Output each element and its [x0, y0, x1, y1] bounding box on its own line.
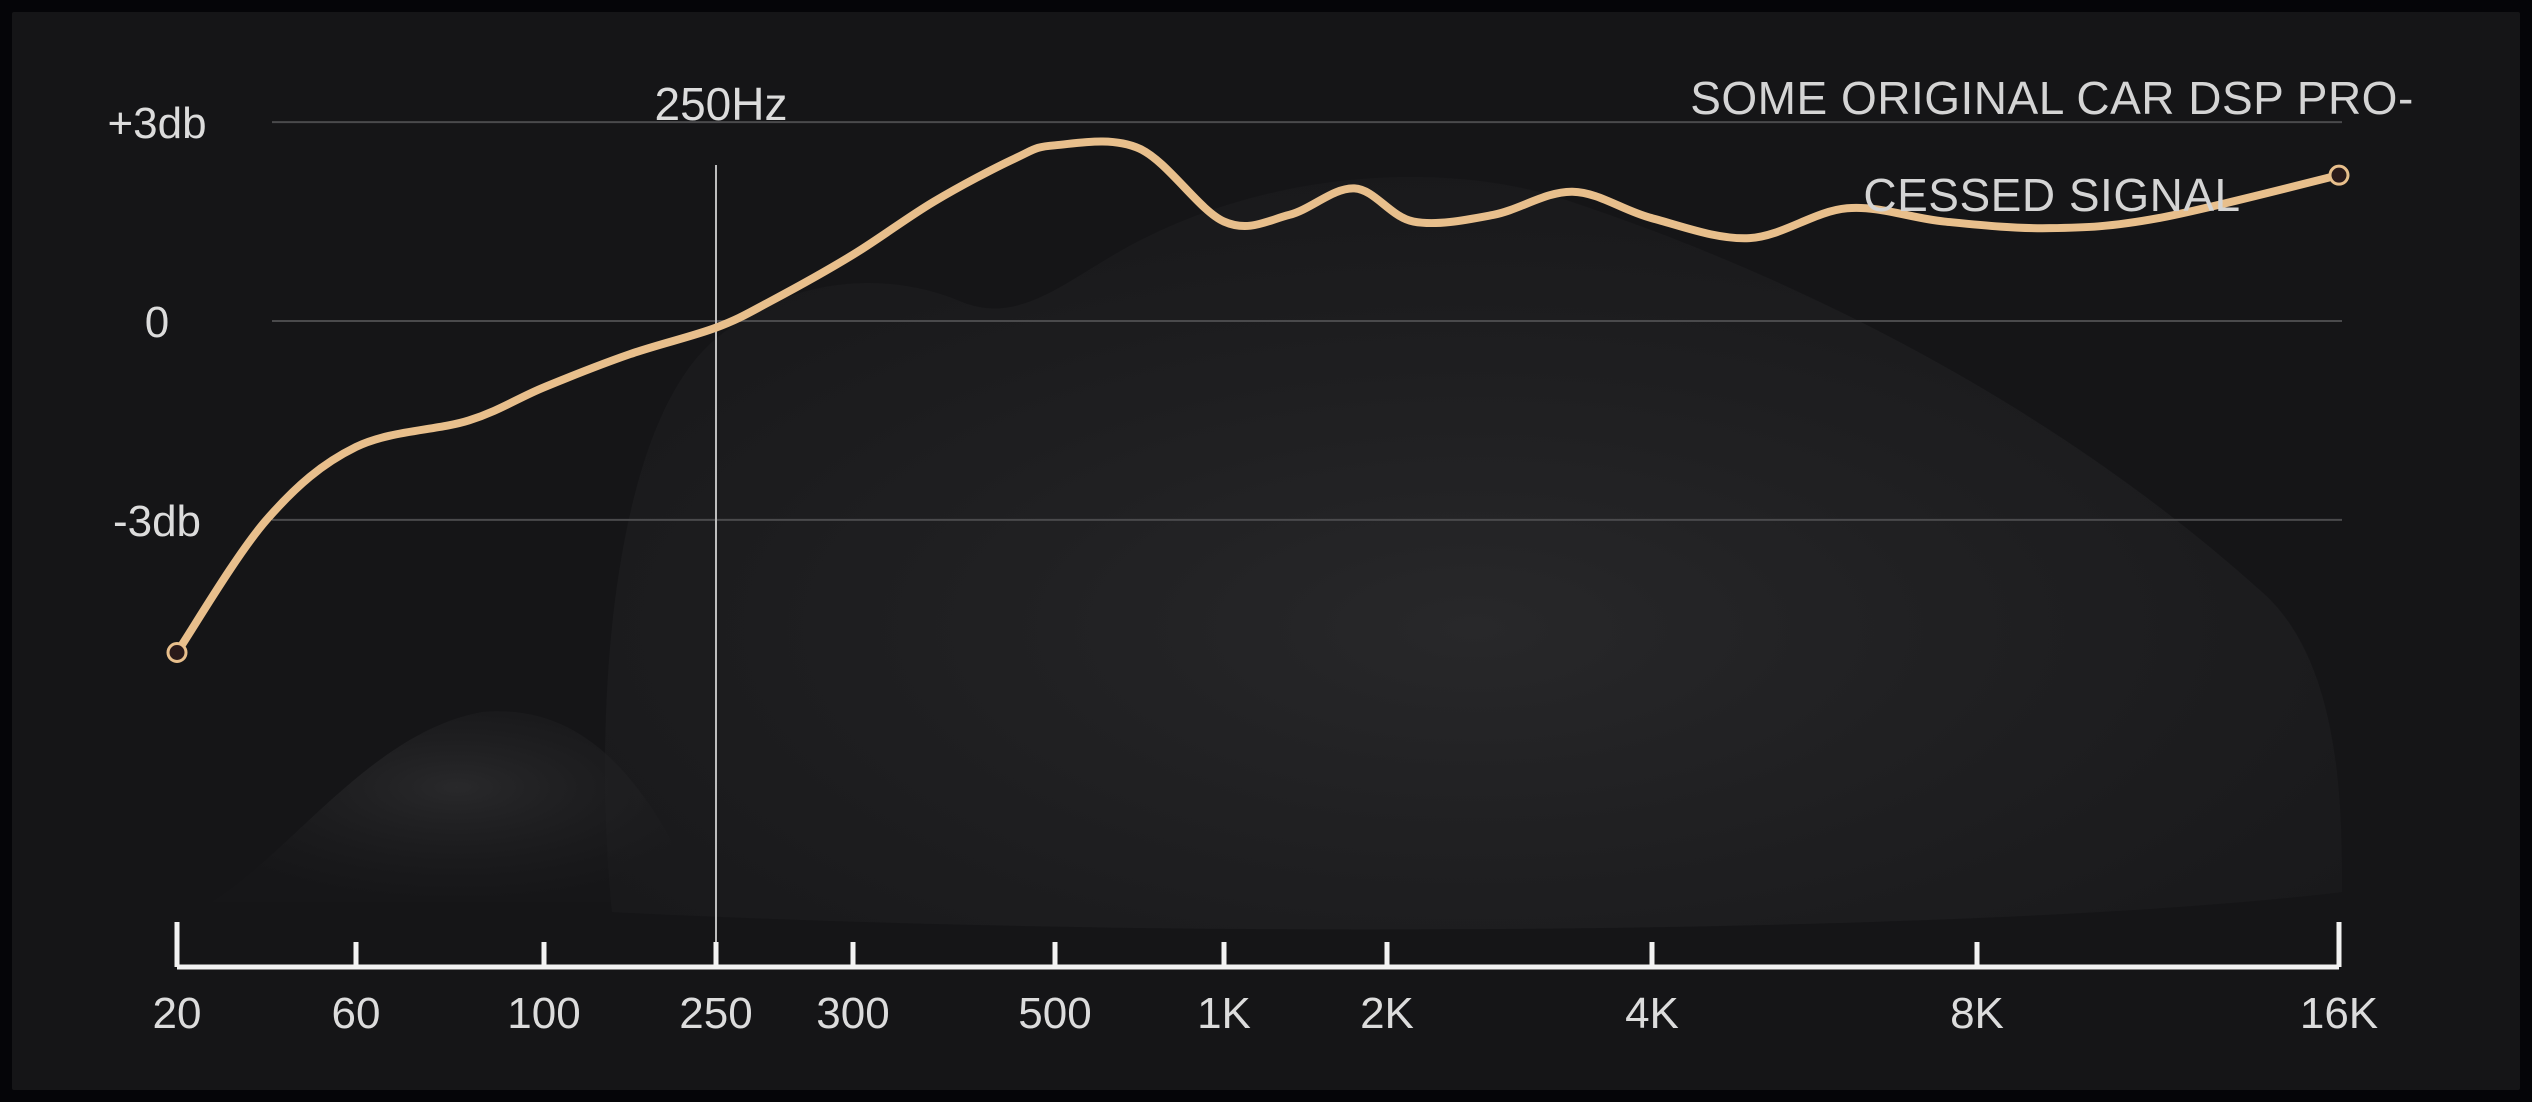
- x-tick-label: 2K: [1360, 989, 1414, 1038]
- chart-panel: +3db 0 -3db 250Hz 20 60 100 250 300 500 1K 2K 4K 8K…: [12, 12, 2520, 1090]
- x-tick-label: 250: [679, 989, 752, 1038]
- x-tick-label: 1K: [1197, 989, 1251, 1038]
- chart-title-line-1: SOME ORIGINAL CAR DSP PRO-: [1690, 72, 2414, 124]
- x-tick-label: 500: [1018, 989, 1091, 1038]
- x-tick-label: 300: [816, 989, 889, 1038]
- background-shape-large: [605, 177, 2342, 930]
- curve-endpoints: [166, 164, 2350, 663]
- curve-endpoint-marker: [2328, 164, 2350, 186]
- y-axis-labels: +3db 0 -3db: [107, 99, 206, 546]
- x-axis: [174, 922, 2342, 970]
- y-tick-label: 0: [145, 298, 169, 347]
- response-curve: [173, 137, 2343, 657]
- x-tick-label: 100: [507, 989, 580, 1038]
- x-tick-label: 20: [153, 989, 202, 1038]
- y-tick-label: +3db: [107, 99, 206, 148]
- y-gridlines: [272, 121, 2342, 521]
- background-shape-small: [212, 711, 702, 902]
- x-tick-label: 16K: [2300, 989, 2378, 1038]
- x-tick-label: 60: [332, 989, 381, 1038]
- frequency-response-chart: +3db 0 -3db 250Hz 20 60 100 250 300 500 1K 2K 4K 8K…: [107, 72, 2414, 1038]
- x-axis-labels: 20 60 100 250 300 500 1K 2K 4K 8K 16K: [153, 989, 2379, 1038]
- x-tick-label: 8K: [1950, 989, 2004, 1038]
- chart-title-line-2: CESSED SIGNAL: [1863, 169, 2240, 221]
- 250hz-marker-label: 250Hz: [655, 78, 788, 130]
- y-tick-label: -3db: [113, 497, 201, 546]
- curve-endpoint-marker: [166, 642, 188, 663]
- x-tick-label: 4K: [1625, 989, 1679, 1038]
